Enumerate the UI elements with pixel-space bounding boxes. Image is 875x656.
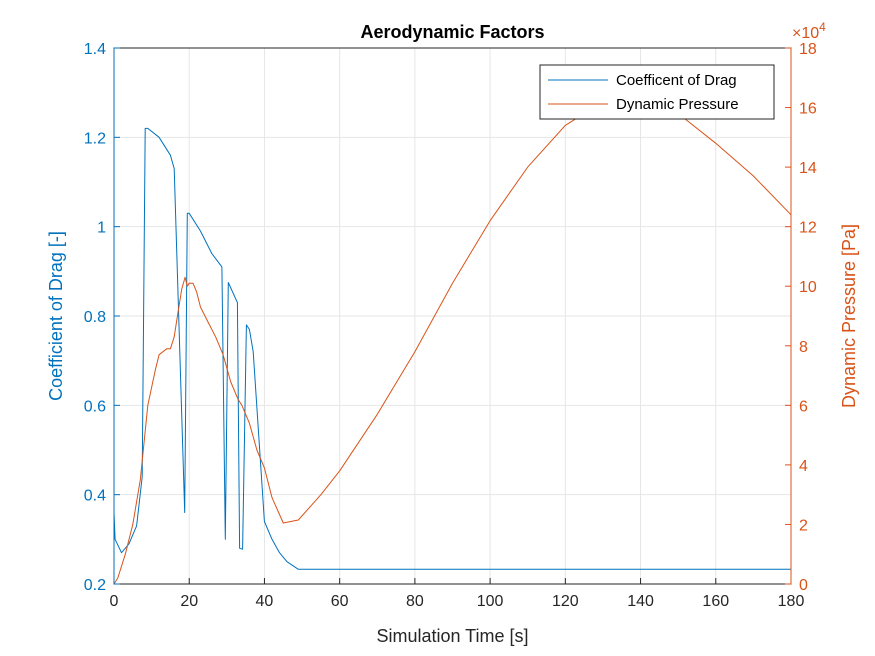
y-left-tick-label: 0.2 bbox=[84, 577, 106, 594]
series-line-pressure bbox=[113, 98, 792, 585]
exponent-power: 4 bbox=[819, 20, 826, 34]
y-right-tick-label: 18 bbox=[799, 41, 817, 58]
right-axis-exponent: ×104 bbox=[792, 20, 826, 42]
x-tick-label: 40 bbox=[256, 593, 274, 610]
y-left-tick-label: 0.4 bbox=[84, 488, 106, 505]
x-tick-label: 120 bbox=[552, 593, 579, 610]
x-tick-label: 180 bbox=[778, 593, 805, 610]
y-right-tick-label: 4 bbox=[799, 458, 808, 475]
y-right-tick-label: 6 bbox=[799, 398, 808, 415]
y-right-tick-label: 12 bbox=[799, 220, 817, 237]
y-right-tick-label: 2 bbox=[799, 517, 808, 534]
x-axis-label: Simulation Time [s] bbox=[376, 626, 528, 646]
y-right-tick-label: 10 bbox=[799, 279, 817, 296]
y-left-tick-label: 1.2 bbox=[84, 130, 106, 147]
legend-label-drag: Coefficent of Drag bbox=[616, 72, 737, 89]
legend: Coefficent of Drag Dynamic Pressure bbox=[539, 64, 775, 120]
x-tick-label: 80 bbox=[406, 593, 424, 610]
x-tick-label: 100 bbox=[477, 593, 504, 610]
x-tick-label: 0 bbox=[110, 593, 119, 610]
y-left-tick-label: 0.8 bbox=[84, 309, 106, 326]
y-left-tick-label: 1 bbox=[97, 220, 106, 237]
exponent-base: ×10 bbox=[792, 25, 819, 42]
x-tick-label: 160 bbox=[702, 593, 729, 610]
series-lines bbox=[113, 98, 792, 585]
y-right-tick-label: 16 bbox=[799, 101, 817, 118]
y-right-tick-label: 0 bbox=[799, 577, 808, 594]
x-tick-label: 20 bbox=[180, 593, 198, 610]
y-axis-right-label: Dynamic Pressure [Pa] bbox=[839, 224, 859, 408]
y-right-tick-label: 14 bbox=[799, 160, 817, 177]
series-line-drag bbox=[113, 127, 791, 570]
y-left-tick-label: 1.4 bbox=[84, 41, 106, 58]
legend-label-pressure: Dynamic Pressure bbox=[616, 96, 739, 113]
y-right-tick-label: 8 bbox=[799, 339, 808, 356]
y-left-tick-label: 0.6 bbox=[84, 398, 106, 415]
x-tick-label: 140 bbox=[627, 593, 654, 610]
chart-title: Aerodynamic Factors bbox=[360, 22, 544, 42]
x-tick-label: 60 bbox=[331, 593, 349, 610]
y-axis-left-label: Coefficient of Drag [-] bbox=[46, 231, 66, 401]
axis-ticks: 0 20 40 60 80 100 120 140 160 1800.20.40.60.811.2… bbox=[84, 41, 817, 610]
legend-box bbox=[539, 64, 775, 120]
